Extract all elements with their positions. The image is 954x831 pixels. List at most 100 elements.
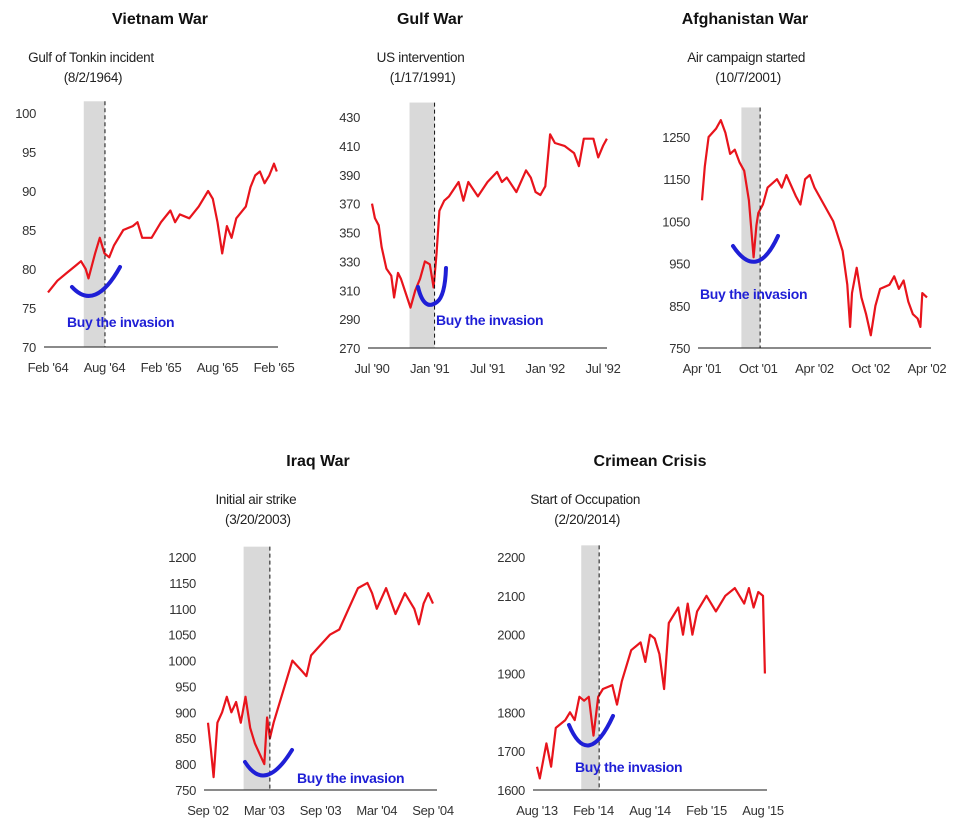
y-tick-label: 950 (669, 257, 690, 272)
y-tick-label: 1200 (168, 550, 196, 565)
x-tick-label: Aug '14 (629, 803, 671, 818)
annotation-text: Buy the invasion (67, 314, 174, 330)
event-label: Gulf of Tonkin incident (28, 50, 154, 65)
x-tick-label: Jul '91 (470, 361, 505, 376)
x-tick-label: Jan '91 (410, 361, 449, 376)
y-tick-label: 2200 (497, 550, 525, 565)
x-tick-label: Mar '04 (356, 803, 397, 818)
y-tick-label: 1100 (169, 602, 196, 617)
chart-title: Gulf War (397, 11, 463, 28)
y-tick-label: 270 (339, 341, 360, 356)
y-tick-label: 1150 (169, 576, 196, 591)
y-tick-label: 850 (175, 731, 196, 746)
y-tick-label: 350 (339, 226, 360, 241)
y-tick-label: 75 (22, 301, 36, 316)
x-tick-label: Jul '90 (354, 361, 389, 376)
series-line (535, 587, 766, 780)
chart-panel-crimean-crisis: 1600 1700 1800 1900 2000 2100 2200 Aug '13 Feb '… (497, 453, 784, 818)
event-shade-band (581, 545, 600, 790)
chart-panel-iraq-war: 750 800 850 900 950 1000 1050 1100 1150 1200 Sep '… (168, 453, 454, 818)
buy-dip-smile-annotation (416, 266, 448, 307)
y-tick-label: 70 (22, 340, 36, 355)
x-tick-label: Aug '65 (197, 360, 239, 375)
series-line (47, 162, 278, 294)
x-tick-label: Aug '64 (84, 360, 126, 375)
y-tick-label: 90 (22, 184, 36, 199)
y-tick-label: 85 (22, 223, 36, 238)
x-tick-label: Oct '02 (851, 361, 890, 376)
y-tick-label: 900 (175, 705, 196, 720)
annotation-text: Buy the invasion (436, 312, 543, 328)
x-tick-label: Jan '92 (526, 361, 565, 376)
series-line (206, 581, 435, 779)
y-tick-label: 430 (339, 110, 360, 125)
chart-title: Iraq War (286, 453, 349, 470)
y-tick-label: 1000 (168, 654, 196, 669)
event-date: (10/7/2001) (715, 70, 781, 85)
event-date: (3/20/2003) (225, 512, 291, 527)
annotation-text: Buy the invasion (297, 770, 404, 786)
event-label: US intervention (377, 50, 465, 65)
y-tick-label: 330 (339, 254, 360, 269)
chart-panel-gulf-war: 270 290 310 330 350 370 390 410 430 Jul '90 Jan '9… (339, 11, 621, 376)
event-date: (1/17/1991) (390, 70, 456, 85)
chart-title: Crimean Crisis (594, 453, 707, 470)
event-label: Start of Occupation (530, 492, 640, 507)
x-tick-label: Aug '13 (516, 803, 558, 818)
x-tick-label: Apr '01 (683, 361, 722, 376)
x-tick-label: Sep '04 (412, 803, 454, 818)
buy-dip-smile-annotation (243, 748, 294, 778)
x-tick-label: Apr '02 (795, 361, 834, 376)
x-tick-label: Sep '03 (300, 803, 342, 818)
x-tick-label: Feb '15 (686, 803, 727, 818)
y-tick-label: 950 (175, 679, 196, 694)
y-tick-label: 410 (339, 139, 360, 154)
y-tick-label: 800 (175, 757, 196, 772)
y-tick-label: 1050 (168, 628, 196, 643)
y-tick-label: 850 (669, 299, 690, 314)
series-line (370, 133, 608, 309)
event-date: (2/20/2014) (554, 512, 620, 527)
buy-dip-smile-annotation (567, 714, 615, 748)
y-tick-label: 2000 (497, 628, 525, 643)
buy-dip-smile-annotation (731, 234, 780, 264)
y-tick-label: 80 (22, 262, 36, 277)
event-label: Initial air strike (215, 492, 296, 507)
y-tick-label: 290 (339, 312, 360, 327)
series-line (700, 119, 928, 337)
y-tick-label: 1050 (662, 214, 690, 229)
x-tick-label: Aug '15 (742, 803, 784, 818)
chart-title: Vietnam War (112, 11, 208, 28)
chart-panel-afghanistan-war: 750 850 950 1050 1150 1250 Apr '01 Oct '01 Apr '… (662, 11, 946, 376)
x-tick-label: Sep '02 (187, 803, 229, 818)
y-tick-label: 2100 (497, 589, 525, 604)
chart-panel-vietnam-war: 70 75 80 85 90 95 100 Feb '64 Aug '64 Feb '65 Aug … (15, 11, 295, 375)
y-tick-label: 100 (15, 106, 36, 121)
y-tick-label: 750 (669, 341, 690, 356)
y-tick-label: 1250 (662, 130, 690, 145)
y-tick-label: 750 (175, 783, 196, 798)
x-tick-label: Feb '14 (573, 803, 614, 818)
y-tick-label: 1150 (663, 172, 690, 187)
y-tick-label: 390 (339, 168, 360, 183)
x-tick-label: Feb '65 (254, 360, 295, 375)
annotation-text: Buy the invasion (700, 286, 807, 302)
x-tick-label: Mar '03 (244, 803, 285, 818)
y-tick-label: 1700 (497, 744, 525, 759)
y-tick-label: 1600 (497, 783, 525, 798)
y-tick-label: 370 (339, 197, 360, 212)
event-date: (8/2/1964) (64, 70, 123, 85)
event-shade-band (409, 102, 435, 348)
y-tick-label: 95 (22, 145, 36, 160)
y-tick-label: 1900 (497, 667, 525, 682)
y-tick-label: 310 (339, 283, 360, 298)
x-tick-label: Feb '64 (28, 360, 69, 375)
chart-title: Afghanistan War (682, 11, 809, 28)
annotation-text: Buy the invasion (575, 759, 682, 775)
event-shade-band (83, 101, 105, 347)
y-tick-label: 1800 (497, 705, 525, 720)
event-label: Air campaign started (687, 50, 805, 65)
x-tick-label: Apr '02 (908, 361, 947, 376)
